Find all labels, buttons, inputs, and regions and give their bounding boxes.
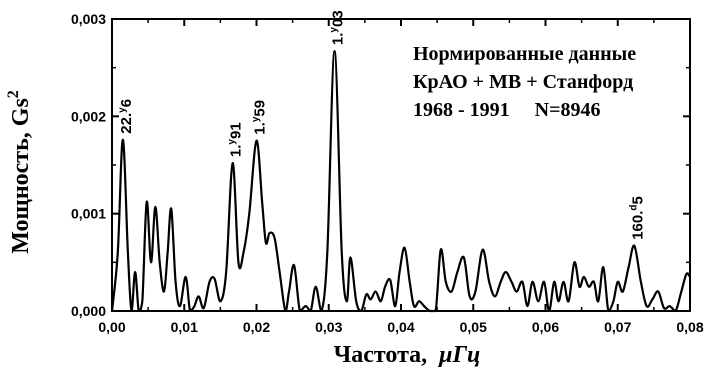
- y-tick-label: 0,002: [71, 108, 106, 124]
- x-axis-title: Частота, μГц: [334, 342, 481, 368]
- info-line-2: КрАО + МВ + Станфорд: [413, 71, 633, 93]
- x-tick-label: 0,07: [604, 319, 631, 335]
- y-axis-label: Мощность, Gs: [8, 98, 34, 254]
- peak-label: 22.y6: [117, 99, 135, 134]
- peak-label: 1.y59: [251, 100, 269, 135]
- x-tick-label: 0,05: [460, 319, 487, 335]
- x-tick-label: 0,06: [532, 319, 559, 335]
- y-tick-label: 0,003: [71, 11, 106, 27]
- y-axis-title: Мощность, Gs2: [5, 90, 34, 254]
- x-tick-label: 0,03: [315, 319, 342, 335]
- x-tick-label: 0,00: [98, 319, 125, 335]
- info-line-1: Нормированные данные: [413, 43, 636, 65]
- x-tick-label: 0,08: [676, 319, 703, 335]
- x-tick-label: 0,01: [171, 319, 198, 335]
- x-tick-label: 0,02: [243, 319, 270, 335]
- peak-label: 1.y03: [329, 10, 347, 45]
- info-line-3: 1968 - 1991 N=8946: [413, 99, 601, 121]
- svg-text:Мощность, Gs2: Мощность, Gs2: [5, 90, 34, 254]
- info-box: Нормированные данные КрАО + МВ + Станфор…: [413, 43, 636, 121]
- x-tick-label: 0,04: [387, 319, 414, 335]
- y-tick-label: 0,001: [71, 206, 106, 222]
- spectrum-line: [110, 50, 691, 313]
- x-axis-unit: μГц: [437, 342, 480, 368]
- x-axis-label: Частота,: [334, 342, 428, 368]
- peak-label: 1.y91: [227, 122, 245, 157]
- y-tick-label: 0,000: [71, 303, 106, 319]
- y-axis-superscript: 2: [5, 90, 22, 98]
- peak-label: 160.d5: [628, 196, 646, 240]
